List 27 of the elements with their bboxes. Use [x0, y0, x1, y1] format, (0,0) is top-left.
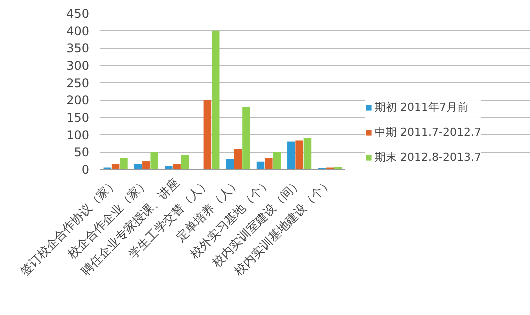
y-tick-label: 450 [66, 7, 90, 21]
bar [296, 140, 304, 170]
bar [181, 155, 190, 170]
y-tick-label: 100 [66, 128, 90, 142]
y-tick-label: 200 [66, 94, 90, 108]
y-tick-label: 0 [82, 163, 90, 177]
bar [150, 152, 158, 170]
legend-label: 中期 2011.7-2012.7 [375, 125, 482, 140]
y-tick-label: 50 [74, 146, 90, 160]
bar [226, 159, 234, 170]
y-tick-label: 150 [66, 111, 90, 125]
legend-label: 期末 2012.8-2013.7 [375, 150, 482, 165]
bar [265, 158, 273, 170]
bar [273, 152, 281, 170]
bar [142, 162, 150, 170]
bar [204, 100, 212, 170]
y-tick-label: 300 [66, 59, 90, 73]
bar [242, 107, 250, 170]
bar [234, 149, 242, 170]
bar [120, 158, 128, 170]
y-tick-label: 250 [66, 76, 90, 90]
y-tick-label: 400 [66, 24, 90, 38]
y-tick-label: 350 [66, 42, 90, 56]
bar [288, 142, 296, 170]
bar [304, 138, 312, 170]
legend-label: 期初 2011年7月前 [375, 100, 468, 115]
bar [212, 30, 220, 170]
